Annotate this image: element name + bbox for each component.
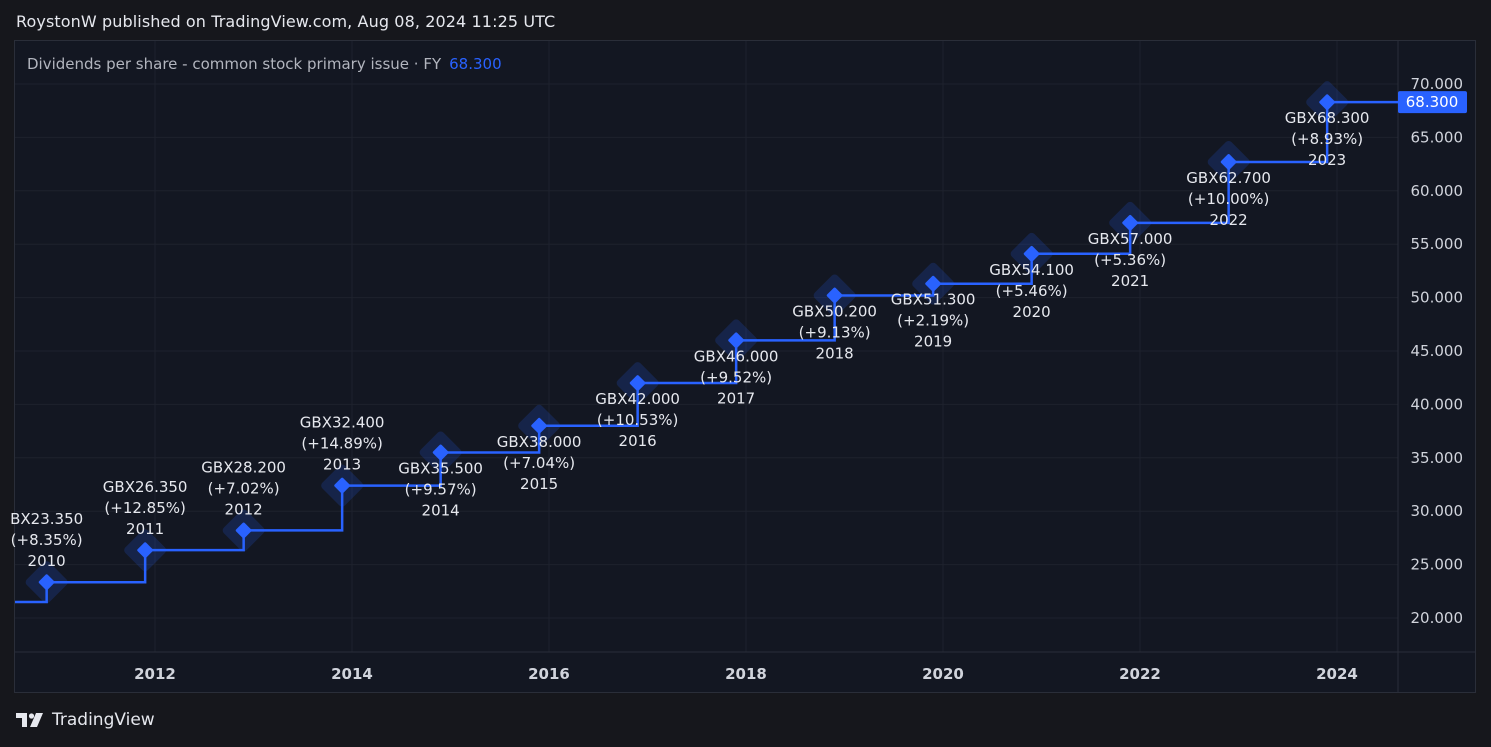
data-label-value-2023: GBX68.300 bbox=[1285, 109, 1370, 127]
data-label-change-2014: (+9.57%) bbox=[405, 480, 477, 498]
data-label-change-2016: (+10.53%) bbox=[597, 411, 678, 429]
data-label-change-2023: (+8.93%) bbox=[1291, 130, 1363, 148]
dividend-step-line bbox=[15, 100, 1398, 604]
x-tick-label: 2018 bbox=[725, 665, 767, 683]
data-label-year-2015: 2015 bbox=[520, 475, 558, 493]
data-label-change-2018: (+9.13%) bbox=[799, 323, 871, 341]
data-label-year-2017: 2017 bbox=[717, 389, 755, 407]
data-point-marker-2014 bbox=[432, 444, 449, 461]
data-label-value-2014: GBX35.500 bbox=[398, 459, 483, 477]
data-point-marker-2018 bbox=[826, 287, 843, 304]
data-point-marker-2012 bbox=[235, 522, 252, 539]
data-label-value-2011: GBX26.350 bbox=[103, 478, 188, 496]
data-label-value-2017: GBX46.000 bbox=[694, 347, 779, 365]
data-label-value-2021: GBX57.000 bbox=[1088, 230, 1173, 248]
footer-brand-text: TradingView bbox=[52, 710, 155, 730]
data-label-value-2022: GBX62.700 bbox=[1186, 169, 1271, 187]
data-label-year-2020: 2020 bbox=[1013, 303, 1051, 321]
data-label-change-2020: (+5.46%) bbox=[996, 282, 1068, 300]
x-tick-label: 2020 bbox=[922, 665, 964, 683]
data-label-year-2018: 2018 bbox=[816, 344, 854, 362]
x-tick-label: 2024 bbox=[1316, 665, 1358, 683]
series-legend[interactable]: Dividends per share - common stock prima… bbox=[27, 55, 502, 73]
data-label-year-2010: 2010 bbox=[28, 552, 66, 570]
data-point-marker-2016 bbox=[629, 375, 646, 391]
y-tick-label: 65.000 bbox=[1411, 128, 1464, 146]
data-label-value-2013: GBX32.400 bbox=[300, 414, 385, 432]
data-label-change-2019: (+2.19%) bbox=[897, 312, 969, 330]
data-point-marker-2015 bbox=[531, 417, 548, 434]
last-value-tag bbox=[1398, 91, 1467, 114]
data-label-year-2012: 2012 bbox=[225, 500, 263, 518]
y-tick-label: 20.000 bbox=[1411, 609, 1464, 627]
legend-label: Dividends per share - common stock prima… bbox=[27, 55, 442, 73]
publish-header: RoystonW published on TradingView.com, A… bbox=[16, 12, 556, 31]
data-point-marker-2017 bbox=[728, 332, 745, 349]
data-label-change-2017: (+9.52%) bbox=[700, 368, 772, 386]
data-label-value-2010: BX23.350 bbox=[10, 510, 83, 528]
data-label-year-2021: 2021 bbox=[1111, 272, 1149, 290]
data-label-year-2019: 2019 bbox=[914, 333, 952, 351]
x-tick-label: 2012 bbox=[134, 665, 176, 683]
data-label-year-2022: 2022 bbox=[1210, 211, 1248, 229]
data-label-value-2015: GBX38.000 bbox=[497, 433, 582, 451]
x-tick-label: 2022 bbox=[1119, 665, 1161, 683]
y-tick-label: 45.000 bbox=[1411, 342, 1464, 360]
data-label-value-2018: GBX50.200 bbox=[792, 302, 877, 320]
data-label-change-2011: (+12.85%) bbox=[104, 499, 185, 517]
data-point-marker-2023 bbox=[1319, 94, 1336, 111]
tradingview-logo-icon bbox=[16, 713, 43, 727]
footer-brand[interactable]: TradingView bbox=[16, 710, 155, 730]
x-tick-label: 2014 bbox=[331, 665, 373, 683]
data-label-change-2013: (+14.89%) bbox=[301, 435, 382, 453]
data-label-year-2011: 2011 bbox=[126, 520, 164, 538]
data-label-change-2012: (+7.02%) bbox=[208, 479, 280, 497]
legend-value: 68.300 bbox=[449, 55, 502, 73]
data-label-change-2010: (+8.35%) bbox=[11, 531, 83, 549]
data-point-marker-2020 bbox=[1023, 245, 1040, 262]
y-tick-label: 50.000 bbox=[1411, 289, 1464, 307]
chart-panel[interactable] bbox=[14, 40, 1476, 693]
y-tick-label: 70.000 bbox=[1411, 75, 1464, 93]
y-tick-label: 30.000 bbox=[1411, 502, 1464, 520]
data-label-year-2016: 2016 bbox=[619, 432, 657, 450]
data-label-year-2023: 2023 bbox=[1308, 151, 1346, 169]
data-label-change-2015: (+7.04%) bbox=[503, 454, 575, 472]
y-tick-label: 25.000 bbox=[1411, 556, 1464, 574]
y-tick-label: 40.000 bbox=[1411, 395, 1464, 413]
data-point-marker-2019 bbox=[925, 275, 942, 292]
data-label-year-2014: 2014 bbox=[422, 501, 460, 519]
data-label-value-2019: GBX51.300 bbox=[891, 291, 976, 309]
data-point-marker-2021 bbox=[1122, 214, 1139, 231]
data-point-marker-2010 bbox=[38, 574, 55, 591]
data-label-change-2022: (+10.00%) bbox=[1188, 190, 1269, 208]
data-label-value-2020: GBX54.100 bbox=[989, 261, 1074, 279]
data-point-marker-2022 bbox=[1220, 154, 1237, 170]
data-label-year-2013: 2013 bbox=[323, 456, 361, 474]
y-tick-label: 60.000 bbox=[1411, 182, 1464, 200]
data-point-marker-2011 bbox=[137, 542, 154, 559]
y-tick-label: 55.000 bbox=[1411, 235, 1464, 253]
data-label-change-2021: (+5.36%) bbox=[1094, 251, 1166, 269]
x-tick-label: 2016 bbox=[528, 665, 570, 683]
data-label-value-2016: GBX42.000 bbox=[595, 390, 680, 408]
data-label-value-2012: GBX28.200 bbox=[201, 458, 286, 476]
data-point-marker-2013 bbox=[334, 477, 351, 494]
y-tick-label: 35.000 bbox=[1411, 449, 1464, 467]
last-value-tag-text: 68.300 bbox=[1406, 93, 1459, 111]
